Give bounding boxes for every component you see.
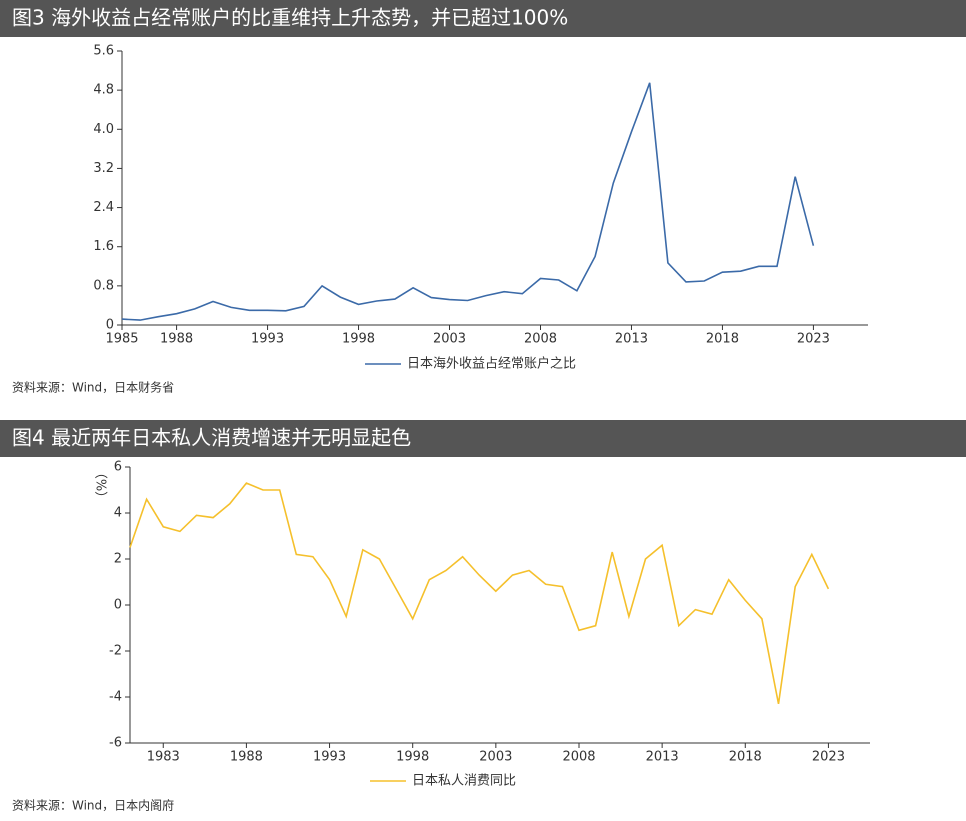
- chart-title: 图3 海外收益占经常账户的比重维持上升态势，并已超过100%: [12, 6, 568, 30]
- x-tick-label: 1983: [147, 750, 180, 765]
- y-tick-label: 0: [106, 318, 114, 333]
- x-tick-label: 1993: [251, 332, 284, 347]
- y-tick-label: 2.4: [93, 200, 114, 215]
- y-tick-label: 2: [114, 552, 122, 567]
- legend-label: 日本私人消费同比: [412, 774, 516, 789]
- x-tick-label: 2023: [812, 750, 845, 765]
- x-tick-label: 2018: [729, 750, 762, 765]
- x-tick-label: 2003: [433, 332, 466, 347]
- title-bar: [0, 0, 966, 37]
- x-tick-label: 1993: [313, 750, 346, 765]
- y-tick-label: -4: [109, 690, 122, 705]
- y-tick-label: 3.2: [93, 161, 114, 176]
- title-bar: [0, 420, 966, 457]
- data-line: [121, 82, 815, 321]
- y-tick-label: 0.8: [93, 278, 114, 293]
- x-tick-label: 2008: [562, 750, 595, 765]
- y-tick-label: -2: [109, 644, 122, 659]
- x-tick-label: 1998: [342, 332, 375, 347]
- source-note: 资料来源：Wind，日本内阁府: [12, 798, 174, 813]
- y-tick-label: 1.6: [93, 239, 114, 254]
- y-tick-label: 5.6: [93, 44, 114, 59]
- y-tick-label: 4.8: [93, 83, 114, 98]
- x-tick-label: 2013: [646, 750, 679, 765]
- x-tick-label: 2013: [615, 332, 648, 347]
- x-tick-label: 2008: [524, 332, 557, 347]
- data-line: [129, 482, 830, 705]
- y-tick-label: 4: [114, 506, 122, 521]
- y-tick-label: 4.0: [93, 122, 114, 137]
- x-tick-label: 1988: [160, 332, 193, 347]
- x-tick-label: 1998: [396, 750, 429, 765]
- x-tick-label: 1985: [105, 332, 138, 347]
- source-note: 资料来源：Wind，日本财务省: [12, 380, 174, 395]
- x-tick-label: 2018: [706, 332, 739, 347]
- x-tick-label: 2003: [479, 750, 512, 765]
- y-axis-label: （%）: [93, 466, 108, 504]
- y-tick-label: 6: [114, 460, 122, 475]
- x-tick-label: 1988: [230, 750, 263, 765]
- y-tick-label: -6: [109, 736, 122, 751]
- chart-title: 图4 最近两年日本私人消费增速并无明显起色: [12, 426, 411, 450]
- x-tick-label: 2023: [797, 332, 830, 347]
- y-tick-label: 0: [114, 598, 122, 613]
- legend-label: 日本海外收益占经常账户之比: [407, 356, 576, 372]
